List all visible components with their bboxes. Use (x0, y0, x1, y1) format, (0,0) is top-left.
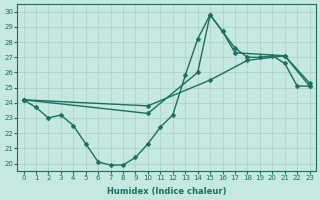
X-axis label: Humidex (Indice chaleur): Humidex (Indice chaleur) (107, 187, 226, 196)
